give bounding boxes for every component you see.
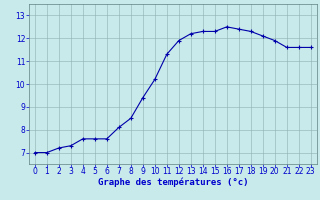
X-axis label: Graphe des températures (°c): Graphe des températures (°c) bbox=[98, 178, 248, 187]
